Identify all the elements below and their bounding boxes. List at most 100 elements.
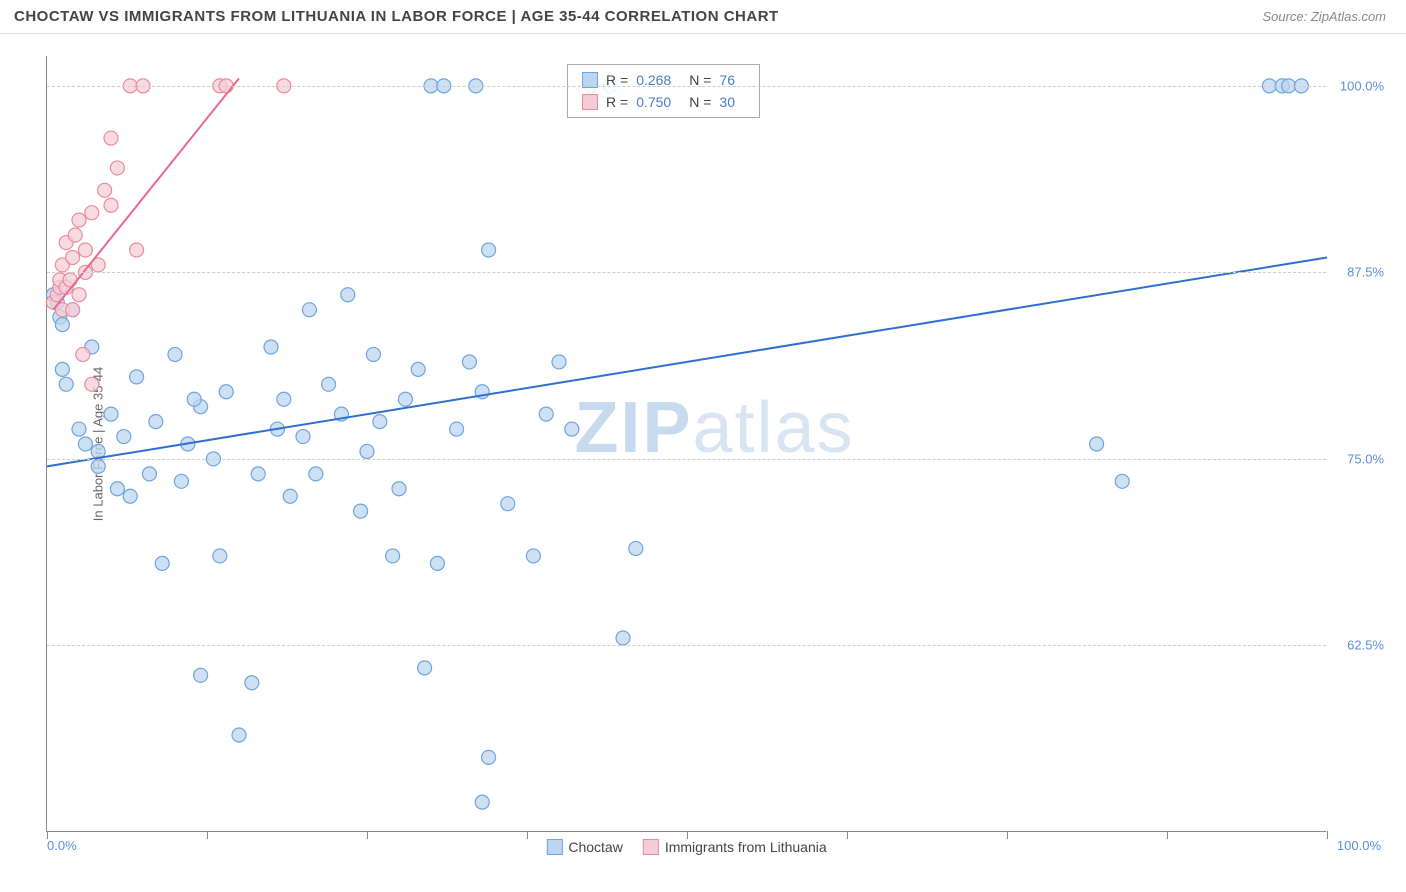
data-point bbox=[123, 489, 137, 503]
data-point bbox=[430, 556, 444, 570]
data-point bbox=[110, 161, 124, 175]
data-point bbox=[354, 504, 368, 518]
chart-header: CHOCTAW VS IMMIGRANTS FROM LITHUANIA IN … bbox=[0, 0, 1406, 34]
data-point bbox=[482, 243, 496, 257]
data-point bbox=[392, 482, 406, 496]
data-point bbox=[552, 355, 566, 369]
data-point bbox=[117, 430, 131, 444]
data-point bbox=[482, 750, 496, 764]
data-point bbox=[386, 549, 400, 563]
n-value: 76 bbox=[719, 69, 735, 91]
y-tick-label: 100.0% bbox=[1340, 78, 1384, 93]
data-point bbox=[85, 206, 99, 220]
data-point bbox=[110, 482, 124, 496]
data-point bbox=[245, 676, 259, 690]
data-point bbox=[341, 288, 355, 302]
stats-legend-box: R =0.268N =76R =0.750N =30 bbox=[567, 64, 760, 118]
bottom-legend: Choctaw Immigrants from Lithuania bbox=[546, 839, 826, 855]
data-point bbox=[398, 392, 412, 406]
x-tick bbox=[1327, 831, 1328, 839]
x-axis-min-label: 0.0% bbox=[47, 838, 77, 853]
legend-label: Choctaw bbox=[568, 839, 622, 855]
data-point bbox=[91, 459, 105, 473]
data-point bbox=[1090, 437, 1104, 451]
r-value: 0.268 bbox=[636, 69, 671, 91]
data-point bbox=[565, 422, 579, 436]
n-value: 30 bbox=[719, 91, 735, 113]
data-point bbox=[187, 392, 201, 406]
data-point bbox=[309, 467, 323, 481]
data-point bbox=[283, 489, 297, 503]
stat-label: R = bbox=[606, 91, 628, 113]
data-point bbox=[1115, 474, 1129, 488]
data-point bbox=[526, 549, 540, 563]
data-point bbox=[149, 415, 163, 429]
data-point bbox=[213, 549, 227, 563]
data-point bbox=[55, 362, 69, 376]
stat-label: N = bbox=[689, 91, 711, 113]
data-point bbox=[373, 415, 387, 429]
x-tick bbox=[367, 831, 368, 839]
data-point bbox=[104, 131, 118, 145]
stats-row: R = 0.268 N = 76 bbox=[582, 69, 745, 91]
data-point bbox=[78, 243, 92, 257]
data-point bbox=[366, 347, 380, 361]
x-tick bbox=[1167, 831, 1168, 839]
y-tick-label: 75.0% bbox=[1347, 451, 1384, 466]
data-point bbox=[72, 288, 86, 302]
data-point bbox=[55, 318, 69, 332]
chart-title: CHOCTAW VS IMMIGRANTS FROM LITHUANIA IN … bbox=[14, 8, 779, 25]
x-axis-max-label: 100.0% bbox=[1337, 838, 1381, 853]
x-tick bbox=[47, 831, 48, 839]
legend-item: Choctaw bbox=[546, 839, 622, 855]
data-point bbox=[418, 661, 432, 675]
data-point bbox=[72, 422, 86, 436]
data-point bbox=[360, 444, 374, 458]
data-point bbox=[616, 631, 630, 645]
data-point bbox=[76, 347, 90, 361]
data-point bbox=[104, 198, 118, 212]
legend-item: Immigrants from Lithuania bbox=[643, 839, 827, 855]
stat-label: N = bbox=[689, 69, 711, 91]
data-point bbox=[411, 362, 425, 376]
gridline bbox=[47, 86, 1326, 87]
data-point bbox=[475, 795, 489, 809]
chart-source: Source: ZipAtlas.com bbox=[1262, 9, 1386, 24]
trend-line bbox=[53, 78, 239, 309]
data-point bbox=[277, 392, 291, 406]
x-tick bbox=[1007, 831, 1008, 839]
legend-swatch bbox=[643, 839, 659, 855]
data-point bbox=[142, 467, 156, 481]
data-point bbox=[63, 273, 77, 287]
data-point bbox=[501, 497, 515, 511]
x-tick bbox=[527, 831, 528, 839]
plot-area: ZIPatlas In Labor Force | Age 35-44 R =0… bbox=[46, 56, 1326, 832]
gridline bbox=[47, 272, 1326, 273]
x-tick bbox=[847, 831, 848, 839]
data-point bbox=[98, 183, 112, 197]
stat-label: R = bbox=[606, 69, 628, 91]
chart-container: ZIPatlas In Labor Force | Age 35-44 R =0… bbox=[46, 56, 1386, 832]
data-point bbox=[296, 430, 310, 444]
data-point bbox=[232, 728, 246, 742]
trend-line bbox=[47, 257, 1327, 466]
data-point bbox=[302, 303, 316, 317]
scatter-svg bbox=[47, 56, 1326, 831]
data-point bbox=[194, 668, 208, 682]
data-point bbox=[462, 355, 476, 369]
data-point bbox=[104, 407, 118, 421]
data-point bbox=[130, 243, 144, 257]
data-point bbox=[59, 377, 73, 391]
data-point bbox=[539, 407, 553, 421]
data-point bbox=[155, 556, 169, 570]
stats-row: R =0.750N =30 bbox=[582, 91, 745, 113]
x-tick bbox=[687, 831, 688, 839]
data-point bbox=[130, 370, 144, 384]
data-point bbox=[264, 340, 278, 354]
data-point bbox=[85, 377, 99, 391]
gridline bbox=[47, 459, 1326, 460]
data-point bbox=[168, 347, 182, 361]
legend-swatch bbox=[582, 94, 598, 110]
data-point bbox=[72, 213, 86, 227]
x-tick bbox=[207, 831, 208, 839]
